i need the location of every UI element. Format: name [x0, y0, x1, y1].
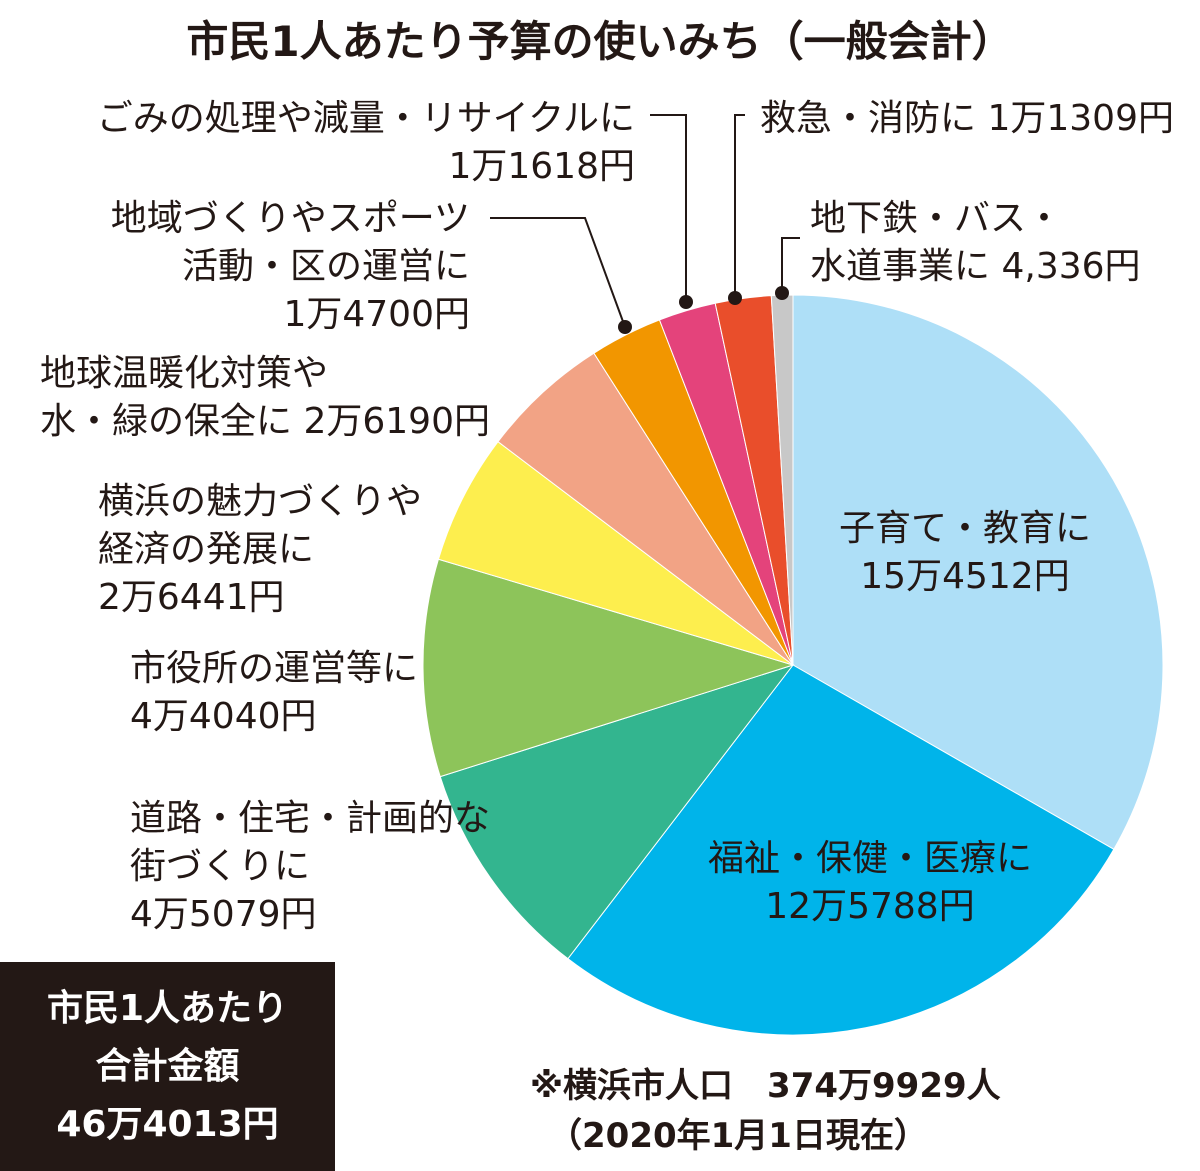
category-label: 地域づくりやスポーツ 活動・区の運営に	[110, 198, 470, 287]
slice-label: 子育て・教育に 15万4512円	[839, 505, 1091, 601]
value-label: 1万1618円	[448, 146, 635, 187]
note: ※横浜市人口 374万9929人	[530, 1066, 1001, 1106]
pie-slice	[439, 664, 795, 960]
total-title: 合計金額	[95, 1046, 240, 1087]
leader-dot	[679, 295, 693, 309]
pie-slice	[497, 352, 794, 666]
slice-label: 地域づくりやスポーツ 活動・区の運営に 1万4700円	[111, 195, 470, 339]
leader-line	[490, 217, 626, 328]
leader-line	[650, 114, 687, 302]
slice-label: 救急・消防に 1万1309円	[760, 95, 1174, 143]
total-box: 市民1人あたり 合計金額 46万4013円	[0, 962, 335, 1171]
value-label: 1万1309円	[987, 98, 1174, 139]
value-label: 15万4512円	[860, 556, 1070, 597]
category-label: 子育て・教育に	[838, 508, 1092, 549]
category-label: 地球温暖化対策や 水・緑の保全に	[40, 353, 329, 442]
total-value: 46万4013円	[56, 1104, 279, 1145]
total-title: 市民1人あたり	[46, 988, 289, 1029]
slice-label: 地下鉄・バス・ 水道事業に 4,336円	[810, 195, 1141, 291]
value-label: 4,336円	[1001, 246, 1141, 287]
pie-slice	[792, 294, 1164, 850]
slice-label: 市役所の運営等に 4万4040円	[130, 645, 418, 741]
pie-slice	[422, 558, 795, 778]
category-label: 道路・住宅・計画的な 街づくりに	[130, 798, 491, 887]
slice-label: 横浜の魅力づくりや 経済の発展に 2万6441円	[98, 478, 422, 622]
chart-title: 市民1人あたり予算の使いみち（一般会計）	[186, 17, 1014, 66]
pie-slice	[437, 440, 794, 666]
value-label: 4万5079円	[130, 894, 317, 935]
category-label: ごみの処理や減量・リサイクルに	[96, 98, 635, 139]
value-label: 2万6441円	[98, 577, 285, 618]
category-label: 地下鉄・バス・ 水道事業に	[810, 198, 1063, 287]
value-label: 12万5788円	[765, 886, 975, 927]
leader-line	[734, 114, 745, 298]
category-label: 救急・消防に	[760, 98, 977, 139]
category-label: 横浜の魅力づくりや 経済の発展に	[98, 481, 423, 570]
category-label: 市役所の運営等に	[130, 648, 419, 689]
leader-dot	[775, 286, 789, 300]
value-label: 2万6190円	[303, 401, 490, 442]
note: （2020年1月1日現在）	[548, 1116, 928, 1156]
slice-label: 地球温暖化対策や 水・緑の保全に 2万6190円	[40, 350, 490, 446]
leader-line	[781, 237, 800, 293]
pie-slice	[567, 664, 1115, 1036]
category-label: 福祉・保健・医療に	[707, 838, 1033, 879]
value-label: 1万4700円	[283, 294, 470, 335]
slice-label: 福祉・保健・医療に 12万5788円	[708, 835, 1032, 931]
leader-dot	[618, 320, 632, 334]
leader-dot	[728, 291, 742, 305]
slice-label: 道路・住宅・計画的な 街づくりに 4万5079円	[130, 795, 490, 939]
value-label: 4万4040円	[130, 696, 317, 737]
slice-label: ごみの処理や減量・リサイクルに 1万1618円	[97, 95, 635, 191]
